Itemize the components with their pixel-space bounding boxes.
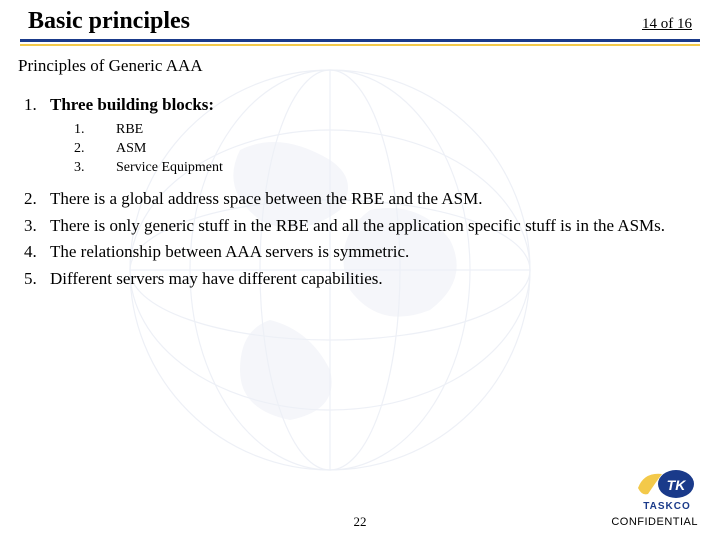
list-item: 5. Different servers may have different … [22, 268, 690, 291]
sub-list-item: 2. ASM [74, 140, 690, 159]
list-number: 3. [22, 215, 50, 238]
list-item: 1. Three building blocks: [22, 94, 690, 117]
sub-list-number: 1. [74, 121, 116, 140]
subtitle: Principles of Generic AAA [0, 46, 720, 76]
list-item: 4. The relationship between AAA servers … [22, 241, 690, 264]
list-number: 1. [22, 94, 50, 117]
logo-mark-icon: TK [636, 468, 698, 500]
content-area: 1. Three building blocks: 1. RBE 2. ASM … [0, 76, 720, 291]
sub-list-number: 2. [74, 140, 116, 159]
list-number: 4. [22, 241, 50, 264]
sub-list-text: RBE [116, 121, 143, 140]
sub-list: 1. RBE 2. ASM 3. Service Equipment [74, 121, 690, 178]
list-text: Different servers may have different cap… [50, 268, 690, 291]
sub-list-number: 3. [74, 159, 116, 178]
sub-list-text: ASM [116, 140, 146, 159]
footer: TK TASKCO CONFIDENTIAL 22 [0, 464, 720, 534]
principles-list: 1. Three building blocks: [22, 94, 690, 117]
logo-text: TASKCO [643, 501, 690, 512]
header: Basic principles 14 of 16 Principles of … [0, 0, 720, 76]
slide-title: Basic principles [28, 8, 190, 35]
list-text: Three building blocks: [50, 94, 690, 117]
list-text: The relationship between AAA servers is … [50, 241, 690, 264]
sub-list-item: 1. RBE [74, 121, 690, 140]
slide-number: 22 [354, 514, 367, 530]
page-indicator: 14 of 16 [642, 16, 692, 33]
list-number: 2. [22, 188, 50, 211]
list-text: There is only generic stuff in the RBE a… [50, 215, 690, 238]
sub-list-item: 3. Service Equipment [74, 159, 690, 178]
sub-list-text: Service Equipment [116, 159, 223, 178]
confidential-label: CONFIDENTIAL [611, 516, 698, 528]
logo: TK TASKCO [636, 468, 698, 512]
rule-blue [20, 39, 700, 42]
list-item: 3. There is only generic stuff in the RB… [22, 215, 690, 238]
list-item: 2. There is a global address space betwe… [22, 188, 690, 211]
svg-text:TK: TK [667, 477, 687, 493]
list-text: There is a global address space between … [50, 188, 690, 211]
list-number: 5. [22, 268, 50, 291]
principles-list-cont: 2. There is a global address space betwe… [22, 188, 690, 292]
